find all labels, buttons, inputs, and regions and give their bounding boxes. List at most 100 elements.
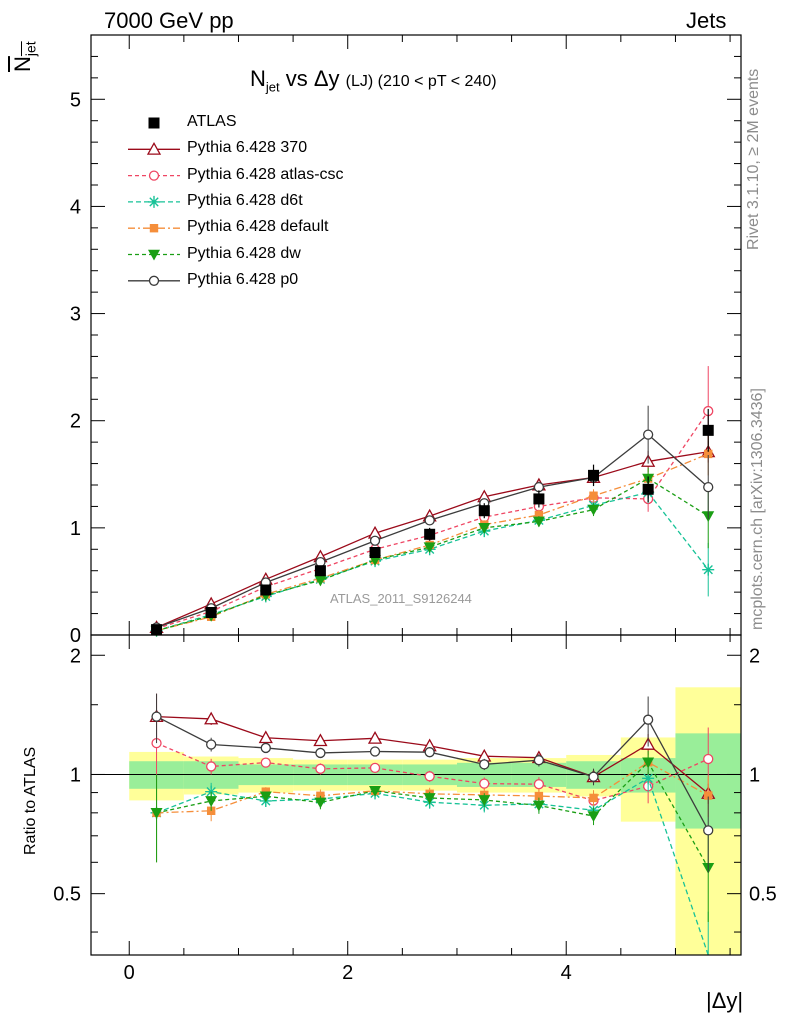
series-point [532, 516, 545, 528]
data-point [478, 505, 490, 517]
series-point [424, 515, 435, 526]
series-point [369, 535, 381, 546]
data-point [205, 607, 217, 618]
series-ratio-point [367, 730, 383, 744]
y-tick-label: 5 [70, 89, 81, 111]
y-tick-label: 1 [70, 518, 81, 540]
series-point [534, 510, 544, 520]
y-axis-label-sub: jet [22, 41, 39, 57]
series-ratio-point [259, 791, 272, 803]
y-tick-label: 3 [70, 304, 81, 326]
series-line [156, 477, 709, 632]
ratio-y-axis-label: Ratio to ATLAS [22, 746, 39, 855]
series-ratio-point [369, 786, 382, 797]
series-ratio-point [206, 739, 217, 750]
series-line [156, 491, 709, 632]
axes-frame [90, 34, 742, 956]
series-ratio-point [532, 800, 545, 812]
y-tick-label: 4 [70, 196, 81, 218]
data-point [260, 584, 272, 596]
x-tick-label: 2 [342, 962, 353, 984]
series-ratio-point [704, 791, 713, 800]
series-ratio-point [534, 791, 544, 801]
chart-title: Njet vs Δy (LJ) (210 < pT < 240) [250, 66, 497, 94]
mcplots-label: mcplots.cern.ch [arXiv:1306.3436] [749, 388, 766, 630]
legend-label-5: Pythia 6.428 p0 [187, 270, 299, 288]
series-ratio-point [315, 763, 326, 774]
legend-label-1: Pythia 6.428 atlas-csc [187, 165, 344, 183]
legend-marker-2 [148, 195, 160, 208]
series-point [642, 429, 654, 440]
series-2 [150, 481, 715, 956]
series-ratio-line [156, 742, 709, 802]
header-right: Jets [686, 8, 727, 33]
series-ratio-point [533, 779, 545, 790]
series-ratio-point [588, 771, 599, 782]
series-ratio-point [314, 797, 327, 809]
y-tick-label: 2 [70, 411, 81, 433]
series-ratio-point [150, 808, 163, 819]
series-ratio-point [703, 825, 714, 836]
series-ratio-point [423, 793, 436, 804]
data-point [642, 483, 654, 495]
x-tick-label: 0 [124, 962, 135, 984]
series-ratio-point [642, 757, 655, 769]
series-point [704, 449, 713, 459]
series-point [423, 542, 436, 554]
data-point [702, 424, 714, 436]
legend-marker-3 [149, 224, 159, 233]
series-ratio-point [478, 795, 491, 806]
ratio-tick-label: 2 [70, 645, 81, 667]
ratio-bands [129, 687, 741, 955]
series-ratio-point [479, 759, 490, 770]
series-ratio-point [703, 753, 714, 765]
legend-marker-atlas [148, 117, 160, 129]
legend-marker-0 [146, 141, 162, 155]
series-ratio-point [205, 785, 218, 798]
atlas-data-group [151, 408, 714, 636]
series-point [702, 563, 715, 576]
series-ratio-point [369, 746, 381, 757]
y-axis-label: Njet [10, 41, 38, 72]
series-ratio-point [313, 733, 328, 747]
title-main-sub: jet [265, 79, 280, 95]
x-axis-label: |Δy| [706, 988, 744, 1013]
series-point [587, 504, 600, 516]
series-point [589, 491, 598, 500]
legend-label-2: Pythia 6.428 d6t [187, 191, 303, 209]
series-ratio-point [424, 747, 435, 758]
legend-markers [128, 117, 180, 286]
title-middle: vs Δy [279, 66, 346, 91]
series-ratio-point [315, 747, 326, 759]
y-axis-label-main: N [10, 56, 35, 72]
series-ratio-line [156, 777, 709, 956]
series-group [149, 366, 716, 956]
series-point [478, 523, 491, 534]
series-ratio-point [533, 755, 545, 766]
legend-marker-4 [148, 249, 160, 261]
data-point [314, 565, 326, 577]
legend-label-4: Pythia 6.428 dw [187, 244, 301, 262]
data-point [424, 528, 436, 540]
ratio-tick-label: 1 [70, 764, 81, 786]
x-tick-label: 4 [561, 962, 572, 984]
ratio-frame [90, 634, 742, 956]
series-ratio-point [204, 711, 219, 725]
data-point [533, 493, 545, 505]
series-point [314, 575, 327, 587]
series-ratio-point [205, 796, 218, 807]
series-ratio-point [258, 730, 273, 744]
series-ratio-point [151, 711, 162, 722]
series-ratio-point [206, 761, 217, 772]
series-ratio-point [642, 714, 654, 725]
watermark: ATLAS_2011_S9126244 [330, 591, 472, 606]
ratio-tick-label-right: 2 [749, 645, 760, 667]
legend-label-3: Pythia 6.428 default [187, 218, 329, 236]
ratio-tick-label-right: 0.5 [749, 884, 777, 906]
series-point [533, 481, 545, 493]
series-point [703, 481, 714, 493]
series-ratio-point [589, 793, 598, 803]
legend-marker-5 [148, 275, 160, 286]
